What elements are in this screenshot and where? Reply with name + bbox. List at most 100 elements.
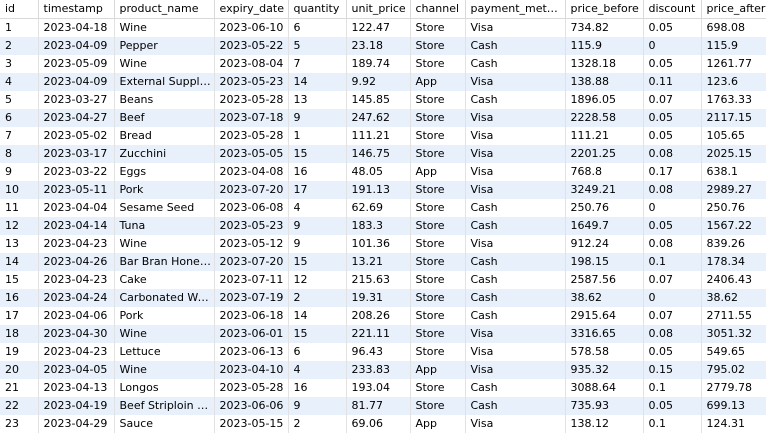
cell-product-name[interactable]: Tuna <box>114 217 215 235</box>
cell-unit-price[interactable]: 69.06 <box>346 415 411 433</box>
cell-channel[interactable]: Store <box>410 181 466 199</box>
cell-product-name[interactable]: Pork <box>114 307 215 325</box>
cell-quantity[interactable]: 14 <box>288 73 347 91</box>
cell-payment-method[interactable]: Visa <box>465 109 566 127</box>
cell-channel[interactable]: Store <box>410 307 466 325</box>
cell-price-after[interactable]: 105.65 <box>701 127 766 145</box>
cell-product-name[interactable]: Wine <box>114 55 215 73</box>
cell-channel[interactable]: Store <box>410 18 466 37</box>
cell-channel[interactable]: Store <box>410 199 466 217</box>
cell-product-name[interactable]: Sauce <box>114 415 215 433</box>
cell-price-after[interactable]: 124.31 <box>701 415 766 433</box>
cell-discount[interactable]: 0.05 <box>643 18 702 37</box>
table-row[interactable]: 18 2023-04-30 Wine 2023-06-01 15 221.11 Store V… <box>0 325 766 343</box>
cell-channel[interactable]: App <box>410 415 466 433</box>
cell-timestamp[interactable]: 2023-04-06 <box>38 307 115 325</box>
cell-payment-method[interactable]: Cash <box>465 271 566 289</box>
cell-price-before[interactable]: 734.82 <box>565 18 644 37</box>
cell-price-after[interactable]: 2779.78 <box>701 379 766 397</box>
cell-discount[interactable]: 0.05 <box>643 109 702 127</box>
cell-unit-price[interactable]: 233.83 <box>346 361 411 379</box>
cell-timestamp[interactable]: 2023-04-04 <box>38 199 115 217</box>
cell-quantity[interactable]: 15 <box>288 253 347 271</box>
cell-product-name[interactable]: Beans <box>114 91 215 109</box>
cell-discount[interactable]: 0.07 <box>643 307 702 325</box>
cell-product-name[interactable]: Eggs <box>114 163 215 181</box>
table-row[interactable]: 16 2023-04-24 Carbonated Water 2023-07-19 2 1… <box>0 289 766 307</box>
cell-payment-method[interactable]: Visa <box>465 73 566 91</box>
cell-product-name[interactable]: Cake <box>114 271 215 289</box>
cell-payment-method[interactable]: Cash <box>465 217 566 235</box>
cell-id[interactable]: 17 <box>0 307 39 325</box>
cell-quantity[interactable]: 2 <box>288 415 347 433</box>
cell-price-after[interactable]: 2711.55 <box>701 307 766 325</box>
column-header-discount[interactable]: discount <box>643 0 702 19</box>
cell-channel[interactable]: Store <box>410 397 466 415</box>
cell-id[interactable]: 13 <box>0 235 39 253</box>
cell-unit-price[interactable]: 101.36 <box>346 235 411 253</box>
cell-price-before[interactable]: 198.15 <box>565 253 644 271</box>
cell-price-after[interactable]: 2406.43 <box>701 271 766 289</box>
cell-channel[interactable]: Store <box>410 37 466 55</box>
cell-payment-method[interactable]: Cash <box>465 397 566 415</box>
table-row[interactable]: 2 2023-04-09 Pepper 2023-05-22 5 23.18 Store Ca… <box>0 37 766 55</box>
cell-discount[interactable]: 0.05 <box>643 343 702 361</box>
column-header-channel[interactable]: channel <box>410 0 466 19</box>
cell-price-before[interactable]: 38.62 <box>565 289 644 307</box>
cell-price-after[interactable]: 115.9 <box>701 37 766 55</box>
table-row[interactable]: 9 2023-03-22 Eggs 2023-04-08 16 48.05 App Visa 7… <box>0 163 766 181</box>
cell-discount[interactable]: 0 <box>643 289 702 307</box>
cell-price-after[interactable]: 1261.77 <box>701 55 766 73</box>
cell-payment-method[interactable]: Visa <box>465 343 566 361</box>
cell-price-before[interactable]: 138.88 <box>565 73 644 91</box>
table-row[interactable]: 13 2023-04-23 Wine 2023-05-12 9 101.36 Store Vi… <box>0 235 766 253</box>
cell-product-name[interactable]: Bread <box>114 127 215 145</box>
column-header-id[interactable]: id <box>0 0 39 19</box>
table-row[interactable]: 23 2023-04-29 Sauce 2023-05-15 2 69.06 App Visa… <box>0 415 766 433</box>
column-header-product-name[interactable]: product_name <box>114 0 215 19</box>
cell-payment-method[interactable]: Visa <box>465 145 566 163</box>
cell-discount[interactable]: 0.08 <box>643 181 702 199</box>
cell-price-before[interactable]: 2915.64 <box>565 307 644 325</box>
cell-expiry-date[interactable]: 2023-07-20 <box>214 181 289 199</box>
cell-id[interactable]: 21 <box>0 379 39 397</box>
cell-discount[interactable]: 0.08 <box>643 235 702 253</box>
cell-channel[interactable]: Store <box>410 127 466 145</box>
cell-discount[interactable]: 0.11 <box>643 73 702 91</box>
cell-price-after[interactable]: 549.65 <box>701 343 766 361</box>
cell-discount[interactable]: 0 <box>643 37 702 55</box>
cell-timestamp[interactable]: 2023-05-02 <box>38 127 115 145</box>
cell-price-before[interactable]: 1649.7 <box>565 217 644 235</box>
cell-payment-method[interactable]: Visa <box>465 325 566 343</box>
table-row[interactable]: 5 2023-03-27 Beans 2023-05-28 13 145.85 Store C… <box>0 91 766 109</box>
cell-price-before[interactable]: 1328.18 <box>565 55 644 73</box>
table-row[interactable]: 12 2023-04-14 Tuna 2023-05-23 9 183.3 Store Cas… <box>0 217 766 235</box>
cell-payment-method[interactable]: Cash <box>465 55 566 73</box>
cell-timestamp[interactable]: 2023-04-23 <box>38 271 115 289</box>
cell-expiry-date[interactable]: 2023-05-28 <box>214 127 289 145</box>
cell-timestamp[interactable]: 2023-03-22 <box>38 163 115 181</box>
cell-quantity[interactable]: 17 <box>288 181 347 199</box>
cell-price-before[interactable]: 3249.21 <box>565 181 644 199</box>
cell-unit-price[interactable]: 96.43 <box>346 343 411 361</box>
cell-quantity[interactable]: 12 <box>288 271 347 289</box>
cell-discount[interactable]: 0.05 <box>643 55 702 73</box>
cell-timestamp[interactable]: 2023-03-17 <box>38 145 115 163</box>
column-header-unit-price[interactable]: unit_price <box>346 0 411 19</box>
cell-id[interactable]: 1 <box>0 18 39 37</box>
table-row[interactable]: 20 2023-04-05 Wine 2023-04-10 4 233.83 App Visa… <box>0 361 766 379</box>
cell-quantity[interactable]: 7 <box>288 55 347 73</box>
column-header-expiry-date[interactable]: expiry_date <box>214 0 289 19</box>
cell-price-after[interactable]: 839.26 <box>701 235 766 253</box>
cell-id[interactable]: 7 <box>0 127 39 145</box>
cell-price-after[interactable]: 699.13 <box>701 397 766 415</box>
cell-product-name[interactable]: Lettuce <box>114 343 215 361</box>
cell-id[interactable]: 5 <box>0 91 39 109</box>
cell-price-after[interactable]: 2117.15 <box>701 109 766 127</box>
cell-product-name[interactable]: Zucchini <box>114 145 215 163</box>
cell-id[interactable]: 6 <box>0 109 39 127</box>
cell-channel[interactable]: App <box>410 163 466 181</box>
cell-unit-price[interactable]: 191.13 <box>346 181 411 199</box>
cell-payment-method[interactable]: Visa <box>465 181 566 199</box>
cell-expiry-date[interactable]: 2023-07-20 <box>214 253 289 271</box>
